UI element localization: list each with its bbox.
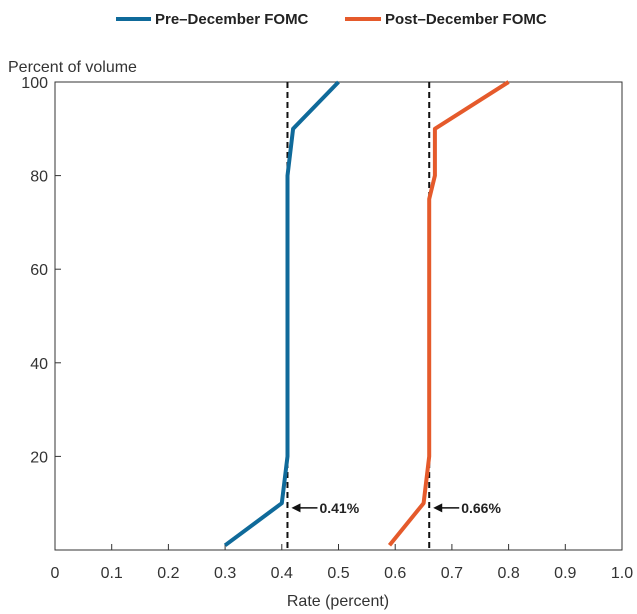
x-tick-label: 0.9 — [554, 565, 576, 582]
series-lines — [223, 80, 510, 547]
series-line-1 — [387, 80, 510, 547]
x-axis-label: Rate (percent) — [287, 593, 389, 610]
annotation-label: 0.66% — [461, 500, 501, 516]
x-tick-label: 0.5 — [327, 565, 349, 582]
x-tick-label: 1.0 — [611, 565, 633, 582]
legend: Pre–December FOMC Post–December FOMC — [116, 11, 547, 28]
legend-label-pre-december: Pre–December FOMC — [155, 11, 309, 28]
x-tick-label: 0 — [51, 565, 60, 582]
y-tick-label: 100 — [21, 75, 48, 92]
x-tick-label: 0.8 — [497, 565, 519, 582]
axis-ticks: 0 0.1 0.2 0.3 0.4 0.5 0.6 0.7 0.8 0.9 1.0 20 40 60 80 1… — [21, 75, 633, 582]
series-line-0 — [223, 80, 340, 547]
x-tick-label: 0.1 — [101, 565, 123, 582]
y-tick-label: 20 — [30, 449, 48, 466]
reference-lines — [286, 82, 431, 550]
y-axis-label: Percent of volume — [8, 59, 137, 76]
x-tick-label: 0.3 — [214, 565, 236, 582]
x-tick-label: 0.7 — [441, 565, 463, 582]
y-tick-label: 60 — [30, 262, 48, 279]
x-tick-label: 0.4 — [271, 565, 293, 582]
annotation-arrow-head — [433, 503, 443, 513]
annotation-label: 0.41% — [319, 500, 359, 516]
annotations: 0.41% 0.66% — [291, 500, 501, 516]
x-tick-label: 0.6 — [384, 565, 406, 582]
x-tick-label: 0.2 — [157, 565, 179, 582]
y-tick-label: 40 — [30, 356, 48, 373]
annotation-arrow-head — [291, 503, 301, 513]
plot-area — [54, 81, 623, 551]
plot-frame — [54, 81, 623, 551]
y-tick-label: 80 — [30, 169, 48, 186]
legend-label-post-december: Post–December FOMC — [385, 11, 547, 28]
